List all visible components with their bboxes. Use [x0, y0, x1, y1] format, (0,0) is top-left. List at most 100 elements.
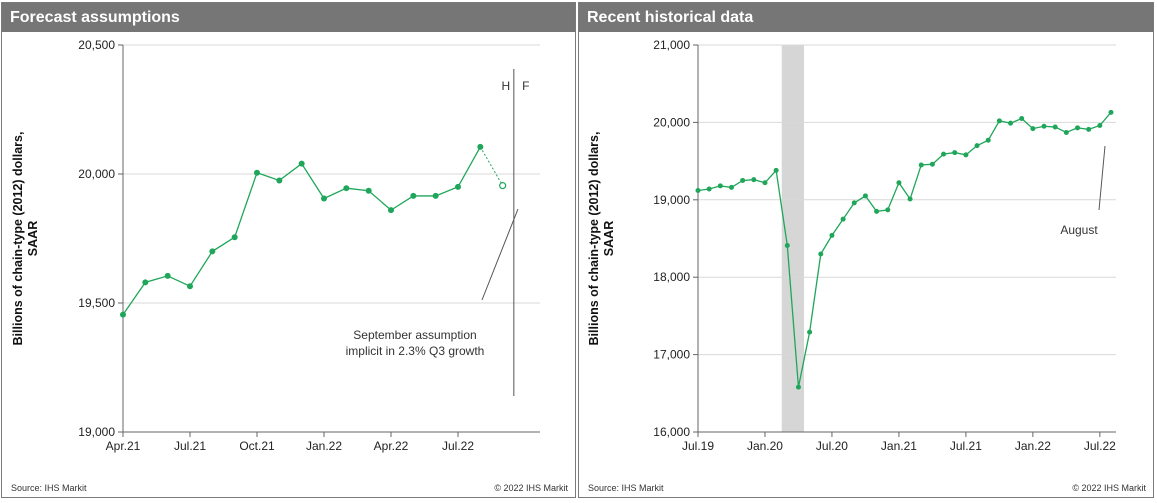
data-point	[985, 137, 991, 143]
data-point	[1063, 129, 1069, 135]
data-point	[918, 162, 924, 168]
y-tick-label: 20,000	[78, 167, 115, 181]
y-tick-label: 19,500	[78, 296, 115, 310]
data-point	[1108, 109, 1114, 115]
source-note: Source: IHS Markit	[588, 483, 664, 493]
data-point	[1075, 125, 1081, 131]
data-point	[343, 185, 350, 192]
data-point	[773, 167, 779, 173]
data-point	[818, 251, 824, 257]
data-point	[1008, 120, 1014, 126]
data-point	[321, 195, 327, 202]
x-tick-label: Jan.21	[881, 439, 917, 453]
data-point	[862, 193, 868, 199]
data-point	[740, 177, 746, 183]
data-point	[874, 208, 880, 214]
data-point	[432, 192, 439, 199]
annotation-pointer	[1098, 145, 1106, 211]
data-point	[929, 161, 935, 167]
x-tick-label: Jul.21	[174, 439, 206, 453]
data-point	[717, 183, 723, 189]
y-axis-label: Billions of chain-type (2012) dollars,SA…	[11, 132, 40, 346]
data-point	[164, 272, 171, 279]
y-tick-label: 19,000	[78, 425, 115, 439]
data-point	[807, 329, 813, 335]
panel-title: Forecast assumptions	[2, 3, 575, 32]
data-point	[885, 207, 891, 213]
data-point	[896, 180, 902, 186]
data-point	[1086, 126, 1092, 132]
x-tick-label: Jan.20	[747, 439, 783, 453]
y-axis-label-line: SAAR	[26, 221, 40, 256]
data-point	[795, 384, 801, 390]
data-point	[840, 216, 846, 222]
data-point	[706, 186, 712, 192]
y-tick-label: 16,000	[653, 425, 690, 439]
series-line	[697, 111, 1112, 388]
data-point	[120, 311, 126, 318]
data-point	[254, 169, 260, 176]
annotation-text: August	[1060, 223, 1098, 237]
y-tick-label: 17,000	[653, 348, 690, 362]
annotation-pointer	[481, 208, 519, 301]
data-point	[941, 151, 947, 157]
data-point	[963, 152, 969, 158]
data-point	[907, 196, 913, 202]
source-note: Source: IHS Markit	[11, 483, 87, 493]
data-point	[410, 192, 417, 199]
x-tick-label: Jul.21	[950, 439, 982, 453]
y-axis-label-line: Billions of chain-type (2012) dollars,	[11, 132, 25, 346]
data-point	[695, 188, 701, 194]
data-point	[851, 200, 857, 206]
x-tick-label: Jul.20	[816, 439, 848, 453]
y-axis-label-line: Billions of chain-type (2012) dollars,	[587, 132, 601, 346]
x-tick-label: Jul.22	[442, 439, 474, 453]
data-point	[974, 143, 980, 149]
panel-title: Recent historical data	[579, 3, 1153, 32]
y-tick-label: 19,000	[653, 193, 690, 207]
y-tick-label: 18,000	[653, 270, 690, 284]
data-point	[388, 207, 394, 214]
data-point	[455, 183, 461, 190]
y-axis-label-line: SAAR	[602, 221, 616, 256]
data-point	[231, 234, 238, 241]
data-point	[187, 283, 193, 290]
data-point	[142, 279, 149, 286]
forecast-line	[479, 146, 504, 186]
data-point	[1019, 116, 1025, 122]
series-line	[122, 146, 481, 315]
y-tick-label: 20,000	[653, 115, 690, 129]
forecast-point	[499, 182, 507, 190]
data-point	[276, 177, 283, 184]
data-point	[762, 180, 768, 186]
x-tick-label: Jul.22	[1084, 439, 1116, 453]
data-point	[829, 232, 835, 238]
x-tick-label: Apr.22	[374, 439, 409, 453]
y-tick-label: 20,500	[78, 38, 115, 52]
recession-band	[781, 45, 805, 432]
data-point	[952, 150, 958, 156]
forecast-chart: 19,000 19,500 20,000 20,500 Apr.21 Jul.21 Oct.…	[11, 38, 540, 453]
x-tick-label: Jan.22	[1015, 439, 1051, 453]
x-tick-label: Jul.19	[682, 439, 714, 453]
historical-panel: Recent historical data 16,000 17,000 18,00…	[578, 2, 1154, 498]
forecast-panel: Forecast assumptions 19,000 19,500 20,000 2…	[1, 2, 576, 498]
data-point	[298, 160, 305, 167]
historical-chart: 16,000 17,000 18,000 19,000 20,000 21,000 Jul.…	[587, 38, 1116, 453]
data-point	[751, 177, 757, 183]
forecast-label: F	[522, 79, 529, 93]
x-tick-label: Oct.21	[239, 439, 275, 453]
data-point	[1030, 126, 1036, 132]
y-axis-label: Billions of chain-type (2012) dollars,SA…	[587, 132, 616, 346]
data-point	[1052, 124, 1058, 130]
data-point	[1041, 123, 1047, 129]
annotation-text: implicit in 2.3% Q3 growth	[346, 344, 485, 358]
y-tick-label: 21,000	[653, 38, 690, 52]
history-label: H	[501, 79, 510, 93]
annotation-text: September assumption	[353, 328, 476, 342]
data-point	[728, 184, 734, 190]
copyright-note: © 2022 IHS Markit	[494, 483, 568, 493]
data-point	[1097, 122, 1103, 128]
x-tick-label: Apr.21	[106, 439, 141, 453]
data-point	[996, 118, 1002, 124]
